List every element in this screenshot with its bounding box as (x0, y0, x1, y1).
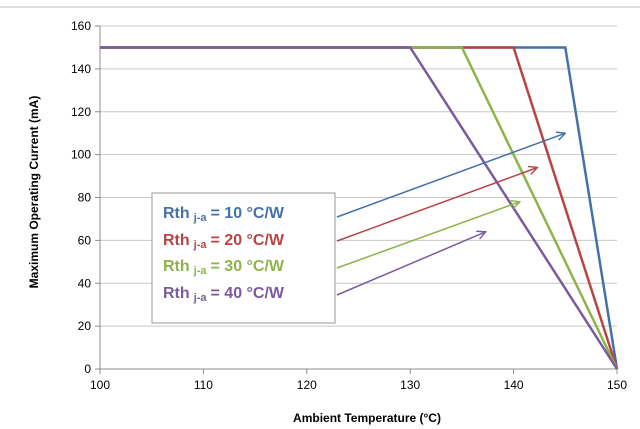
y-tick-120: 120 (71, 105, 91, 119)
legend-label-value: = 10 °C/W (211, 205, 285, 222)
legend-label-value: = 30 °C/W (211, 258, 285, 275)
y-tick-100: 100 (71, 148, 91, 162)
legend-arrow-4 (336, 232, 486, 296)
legend-label-sub: j-a (193, 292, 208, 304)
legend-arrows (336, 133, 565, 296)
x-tick-110: 110 (194, 378, 213, 392)
y-tick-labels: 0 20 40 60 80 100 120 140 160 (71, 19, 91, 376)
legend-label-value: = 40 °C/W (211, 285, 285, 302)
legend-arrow-3 (336, 202, 520, 269)
x-tick-labels: 100 110 120 130 140 150 (90, 378, 627, 392)
legend-entry-1: Rth j-a = 10 °C/W (163, 205, 285, 224)
legend-entry-2: Rth j-a = 20 °C/W (163, 232, 285, 251)
legend-label-main: Rth (163, 285, 190, 302)
legend-label-main: Rth (163, 205, 190, 222)
x-tick-150: 150 (607, 378, 627, 392)
legend-label-main: Rth (163, 258, 190, 275)
series-line-4 (100, 46, 619, 370)
y-tick-0: 0 (84, 362, 91, 376)
y-tick-140: 140 (71, 62, 91, 76)
y-axis-title: Maximum Operating Current (mA) (27, 96, 41, 289)
x-tick-140: 140 (504, 378, 524, 392)
legend-frame (151, 192, 336, 324)
legend-entry-3: Rth j-a = 30 °C/W (163, 258, 285, 277)
y-tick-60: 60 (78, 233, 92, 247)
y-tick-40: 40 (78, 276, 92, 290)
x-tick-130: 130 (400, 378, 420, 392)
x-axis-title: Ambient Temperature (°C) (293, 411, 441, 425)
y-tick-160: 160 (71, 19, 91, 33)
axes (95, 25, 618, 374)
y-tick-80: 80 (78, 191, 92, 205)
legend-label-sub: j-a (193, 265, 208, 277)
legend-arrow-2 (336, 167, 537, 242)
legend-label-sub: j-a (193, 239, 208, 251)
legend-arrow-1 (336, 133, 565, 218)
series-lines (100, 46, 619, 370)
x-tick-120: 120 (297, 378, 317, 392)
legend-label-value: = 20 °C/W (211, 232, 285, 249)
legend-label-sub: j-a (193, 212, 208, 224)
y-tick-20: 20 (78, 319, 92, 333)
legend-label-main: Rth (163, 232, 190, 249)
legend-entry-4: Rth j-a = 40 °C/W (163, 285, 285, 304)
x-tick-100: 100 (90, 378, 110, 392)
